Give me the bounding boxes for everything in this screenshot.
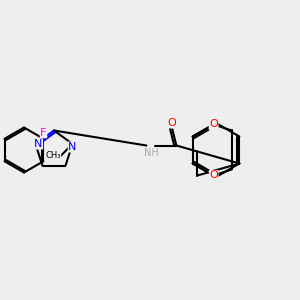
Text: O: O: [167, 118, 176, 128]
Text: CH₃: CH₃: [45, 152, 61, 160]
Text: N: N: [68, 142, 77, 152]
Text: NH: NH: [143, 148, 158, 158]
Text: O: O: [209, 119, 218, 130]
Text: F: F: [40, 128, 47, 138]
Text: O: O: [209, 170, 218, 181]
Text: N: N: [34, 139, 43, 149]
